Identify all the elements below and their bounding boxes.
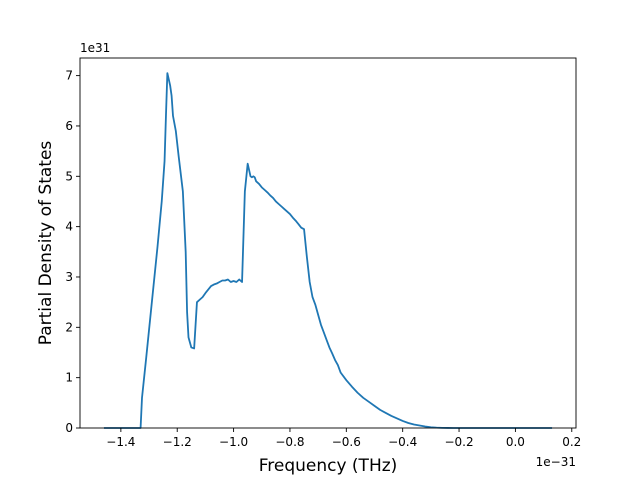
x-tick-label: −1.0 <box>219 435 248 449</box>
x-tick-label: 0.0 <box>506 435 525 449</box>
y-axis-label: Partial Density of States <box>36 141 56 346</box>
x-tick-label: 0.2 <box>562 435 581 449</box>
series-line-0 <box>103 72 553 429</box>
plot-area: −1.4 −1.2 −1.0 −0.8 −0.6 −0.4 −0.2 0.0 0.2 0 1 2 3 4 5… <box>65 57 581 449</box>
y-tick-label: 4 <box>65 220 73 234</box>
y-tick-label: 2 <box>65 320 73 334</box>
x-axis-label: Frequency (THz) <box>259 456 398 476</box>
x-tick-label: −0.8 <box>275 435 304 449</box>
y-tick-label: 1 <box>65 371 73 385</box>
y-tick-label: 5 <box>65 169 73 183</box>
y-tick-label: 7 <box>65 69 73 83</box>
y-tick-label: 3 <box>65 270 73 284</box>
axes-frame <box>79 57 577 429</box>
x-tick-label: −0.6 <box>332 435 361 449</box>
y-axis-offset-label: 1e31 <box>80 41 110 55</box>
x-axis-offset-label: 1e−31 <box>536 455 576 469</box>
y-tick-label: 0 <box>65 421 73 435</box>
x-tick-label: −1.2 <box>163 435 192 449</box>
x-tick-label: −0.4 <box>388 435 417 449</box>
x-tick-label: −0.2 <box>444 435 473 449</box>
y-tick-label: 6 <box>65 119 73 133</box>
x-tick-label: −1.4 <box>106 435 135 449</box>
